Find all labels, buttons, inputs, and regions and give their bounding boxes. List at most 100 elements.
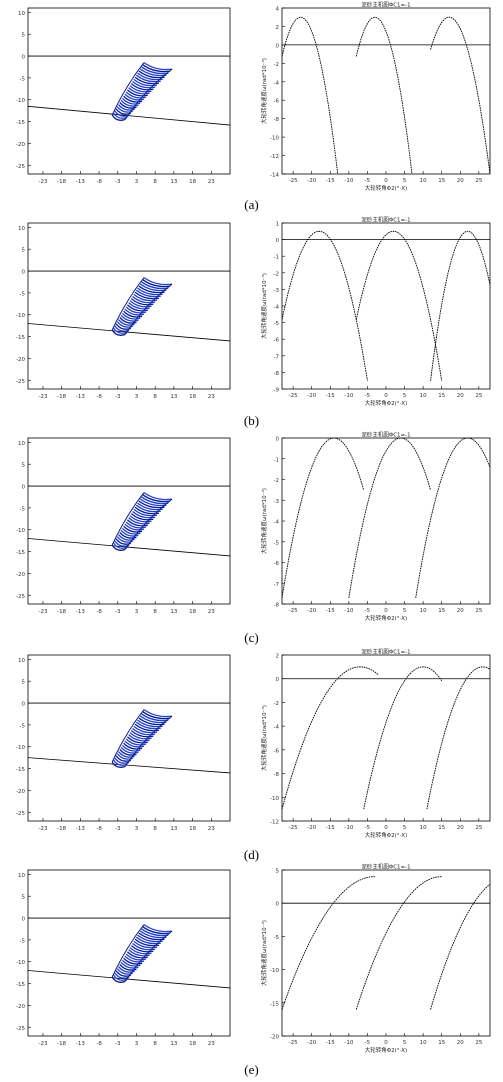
- right-x-tick-label: 15: [438, 178, 445, 184]
- right-x-tick-label: 15: [438, 393, 445, 399]
- left-y-tick-label: 5: [22, 895, 26, 901]
- right-y-tick-label: 0: [276, 902, 280, 908]
- left-fan-bundle: [111, 492, 173, 551]
- fan-line: [134, 938, 160, 947]
- right-y-tick-label: 5: [276, 869, 280, 875]
- fan-edge: [111, 924, 145, 978]
- left-x-tick-label: -3: [115, 394, 121, 400]
- left-x-tick-label: -18: [57, 609, 66, 615]
- fan-line: [132, 295, 156, 304]
- panel-caption: (c): [244, 630, 259, 645]
- right-y-tick-label: 1: [276, 222, 280, 228]
- fan-line: [118, 104, 135, 111]
- left-x-tick-label: -23: [38, 394, 47, 400]
- right-y-axis-label: 大轮转角速度ω(rad*10⁻³): [260, 273, 268, 339]
- right-y-tick-label: 0: [276, 677, 280, 683]
- left-x-tick-label: 3: [135, 609, 139, 615]
- fan-line: [130, 83, 154, 91]
- series-curve-2: [355, 16, 413, 175]
- left-x-tick-label: -3: [115, 826, 121, 832]
- right-axes-frame: [281, 869, 491, 1037]
- fan-line: [125, 953, 146, 961]
- fan-line: [118, 534, 135, 541]
- right-y-tick-label: -5: [274, 935, 280, 941]
- left-x-tick-label: 3: [135, 394, 139, 400]
- left-x-tick-label: 13: [170, 1041, 177, 1047]
- left-y-tick-label: -25: [16, 811, 25, 817]
- right-x-axis-label: 大轮转角Φ2(°·X): [365, 831, 407, 839]
- fan-line: [126, 519, 148, 527]
- right-x-tick-label: -25: [289, 825, 298, 831]
- fan-line: [128, 87, 150, 95]
- right-y-tick-label: -10: [270, 136, 279, 142]
- left-x-tick-label: -3: [115, 609, 121, 615]
- figure-panel: 10 5 0 -5 -10 -15 -20 -25 -23 -18 -13 -8 -3 3 8 13 18 23 泥…: [0, 862, 503, 1062]
- right-x-tick-label: -20: [307, 178, 316, 184]
- left-x-tick-label: -13: [76, 1041, 85, 1047]
- fan-line: [133, 78, 158, 87]
- right-x-tick-label: -20: [307, 393, 316, 399]
- fan-line: [112, 112, 128, 119]
- right-axes-frame: [281, 7, 491, 175]
- left-x-tick-label: -23: [38, 1041, 47, 1047]
- fan-edge: [124, 68, 173, 120]
- right-x-tick-label: -25: [289, 178, 298, 184]
- right-x-tick-label: 15: [438, 825, 445, 831]
- fan-line: [132, 942, 156, 951]
- fan-edge: [111, 277, 145, 331]
- right-x-tick-label: 20: [457, 825, 464, 831]
- right-y-axis-label: 大轮转角速度ω(rad*10⁻³): [260, 920, 268, 986]
- left-y-tick-label: -20: [16, 357, 25, 363]
- left-x-tick-label: -8: [96, 609, 102, 615]
- fan-line: [130, 945, 154, 953]
- right-x-tick-label: -25: [289, 608, 298, 614]
- right-x-tick-label: 5: [403, 393, 407, 399]
- fan-line: [119, 532, 137, 539]
- right-axes-frame: [281, 222, 491, 390]
- right-x-tick-label: -5: [365, 178, 371, 184]
- fan-line: [126, 89, 148, 97]
- left-x-tick-label: 13: [170, 394, 177, 400]
- right-x-tick-label: 5: [403, 178, 407, 184]
- right-y-tick-label: -7: [274, 582, 280, 588]
- right-axes-frame: [281, 437, 491, 605]
- right-x-tick-label: -20: [307, 608, 316, 614]
- left-x-tick-label: 8: [153, 179, 157, 185]
- right-y-tick-label: -8: [274, 603, 280, 609]
- right-x-tick-label: 15: [438, 1040, 445, 1046]
- right-chart-title: 泥砂主机图ΦC1=-1: [361, 431, 410, 439]
- right-x-tick-label: -10: [344, 393, 353, 399]
- left-x-tick-label: 13: [170, 179, 177, 185]
- series-curve-3: [426, 666, 491, 810]
- fan-line: [143, 709, 173, 718]
- left-x-tick-label: 23: [208, 179, 215, 185]
- right-y-tick-label: -1: [274, 457, 279, 463]
- right-y-tick-label: -10: [270, 796, 279, 802]
- fan-line: [129, 947, 152, 955]
- fan-line: [130, 513, 154, 521]
- fan-line: [128, 734, 150, 742]
- series-curve-1: [281, 230, 368, 381]
- right-y-tick-label: 2: [276, 654, 280, 660]
- right-x-tick-label: 5: [403, 825, 407, 831]
- fan-line: [120, 529, 139, 537]
- left-y-tick-label: -25: [16, 1026, 25, 1032]
- left-y-tick-label: 0: [22, 917, 26, 923]
- right-chart-title: 泥砂主机图ΦC1=-1: [361, 216, 410, 224]
- right-x-tick-label: 25: [475, 1040, 482, 1046]
- series-curve-2: [355, 876, 442, 1010]
- right-x-tick-label: -15: [326, 1040, 335, 1046]
- right-x-axis-label: 大轮转角Φ2(°·X): [365, 399, 407, 407]
- fan-line: [112, 327, 128, 334]
- fan-line: [120, 99, 139, 107]
- left-y-tick-label: -20: [16, 572, 25, 578]
- fan-line: [118, 966, 135, 973]
- right-y-tick-label: 0: [276, 437, 280, 443]
- left-y-tick-label: -15: [16, 982, 25, 988]
- right-x-tick-label: 0: [384, 825, 388, 831]
- left-x-tick-label: 18: [189, 179, 196, 185]
- right-y-tick-label: 0: [276, 43, 280, 49]
- right-y-tick-label: -7: [274, 354, 280, 360]
- right-x-tick-label: -25: [289, 1040, 298, 1046]
- fan-line: [135, 74, 161, 83]
